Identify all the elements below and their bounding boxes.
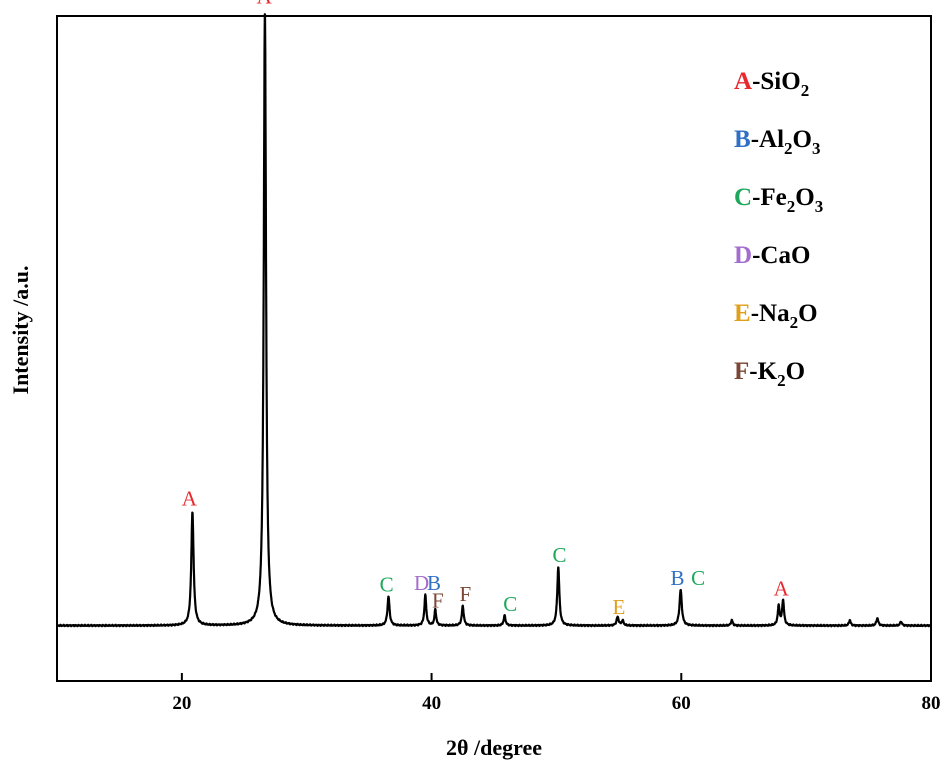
peak-label-D-3: D [414,571,429,595]
peak-label-F-6: F [459,582,471,606]
peak-label-B-10: B [671,566,685,590]
legend-item-B: B-Al2O3 [734,126,820,158]
series-line-xrd-pattern [56,13,932,628]
legend-item-A: A-SiO2 [734,68,809,100]
peak-annotations: AACDBFFCCEBCA [182,0,790,619]
peak-label-F-5: F [432,589,444,613]
legend-item-D: D-CaO [734,242,810,269]
x-tick-label-20: 20 [172,693,191,714]
legend-item-F: F-K2O [734,358,805,390]
peak-label-A-1: A [257,0,273,9]
peak-label-C-8: C [553,543,567,567]
x-tick-label-40: 40 [422,693,441,714]
plot-frame [56,15,932,682]
x-axis-title: 2θ /degree [446,735,542,760]
x-axis-ticks: 20 40 60 80 [172,673,941,714]
legend-item-E: E-Na2O [734,300,818,332]
x-tick-label-60: 60 [672,693,691,714]
legend: A-SiO2 B-Al2O3 C-Fe2O3 D-CaO E-Na2O F-K2O [734,68,823,390]
peak-label-A-0: A [182,487,198,511]
peak-label-C-2: C [380,573,394,597]
legend-item-C: C-Fe2O3 [734,184,823,216]
x-tick-label-80: 80 [922,693,941,714]
peak-label-C-7: C [503,592,517,616]
peak-label-A-12: A [774,576,790,600]
peak-label-B-4: B [427,571,441,595]
peak-label-E-9: E [612,595,625,619]
y-axis-title: Intensity /a.u. [8,266,33,395]
peak-label-C-11: C [691,566,705,590]
